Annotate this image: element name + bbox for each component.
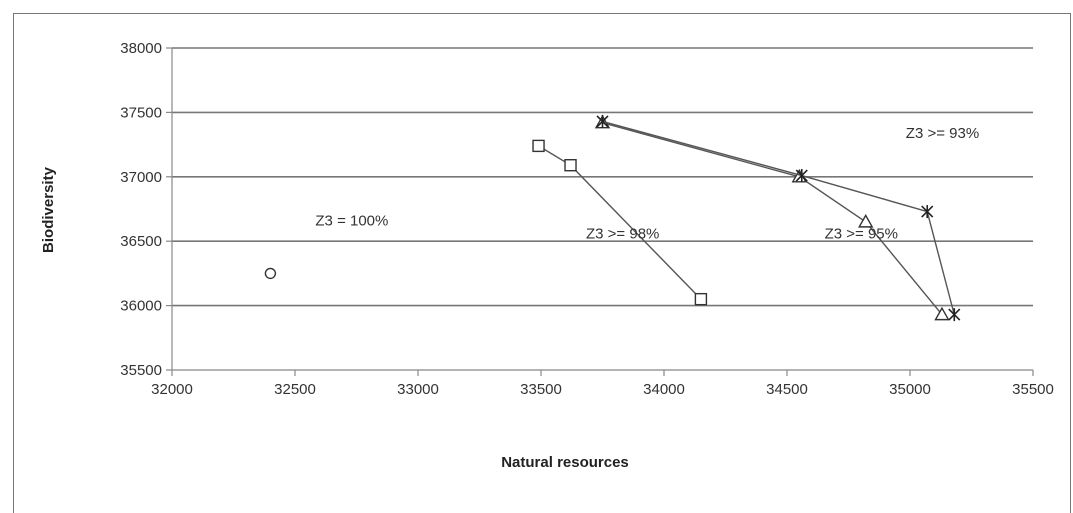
point-square-1 bbox=[564, 159, 577, 172]
point-triangle-2 bbox=[858, 213, 874, 228]
series-asterisk bbox=[596, 114, 961, 322]
y-tick-label-36000: 36000 bbox=[120, 298, 162, 315]
y-tick-label-36500: 36500 bbox=[120, 233, 162, 250]
chart-frame bbox=[13, 13, 1071, 513]
x-axis-title: Natural resources bbox=[501, 454, 629, 471]
x-tick-label-33000: 33000 bbox=[397, 381, 439, 398]
series-line-asterisk bbox=[602, 120, 955, 315]
series-line-triangle bbox=[602, 122, 943, 316]
scatter-chart: Natural resources Biodiversity 35500 3600… bbox=[40, 40, 1054, 471]
annotation-3: Z3 >= 93% bbox=[906, 125, 979, 142]
x-tick-label-35000: 35000 bbox=[889, 381, 931, 398]
point-asterisk-3 bbox=[948, 308, 961, 322]
point-square-0 bbox=[532, 139, 545, 153]
y-tick-label-37000: 37000 bbox=[120, 169, 162, 186]
x-tick-label-33500: 33500 bbox=[520, 381, 562, 398]
x-tick-label-32500: 32500 bbox=[274, 381, 316, 398]
x-tick-label-32000: 32000 bbox=[151, 381, 193, 398]
point-asterisk-0 bbox=[596, 114, 609, 128]
series-layer bbox=[264, 114, 961, 322]
grid-layer bbox=[172, 47, 1033, 307]
annotation-2: Z3 >= 95% bbox=[825, 226, 898, 243]
axis-layer bbox=[166, 47, 1034, 376]
x-tick-label-35500: 35500 bbox=[1012, 381, 1054, 398]
series-square bbox=[532, 139, 708, 306]
point-asterisk-2 bbox=[921, 205, 934, 219]
series-line-square bbox=[538, 145, 702, 300]
x-tick-label-34000: 34000 bbox=[643, 381, 685, 398]
x-tick-label-34500: 34500 bbox=[766, 381, 808, 398]
label-layer: Natural resources Biodiversity 35500 3600… bbox=[40, 40, 1054, 471]
series-triangle bbox=[594, 114, 950, 321]
point-square-2 bbox=[694, 292, 708, 306]
series-circle bbox=[264, 267, 277, 280]
annotation-1: Z3 >= 98% bbox=[586, 226, 659, 243]
y-tick-label-35500: 35500 bbox=[120, 362, 162, 379]
point-asterisk-1 bbox=[795, 169, 808, 183]
y-tick-label-37500: 37500 bbox=[120, 104, 162, 121]
point-triangle-3 bbox=[934, 306, 950, 321]
y-tick-label-38000: 38000 bbox=[120, 40, 162, 57]
point-circle-0 bbox=[264, 267, 277, 280]
annotation-0: Z3 = 100% bbox=[315, 213, 388, 230]
y-axis-title: Biodiversity bbox=[40, 166, 57, 253]
